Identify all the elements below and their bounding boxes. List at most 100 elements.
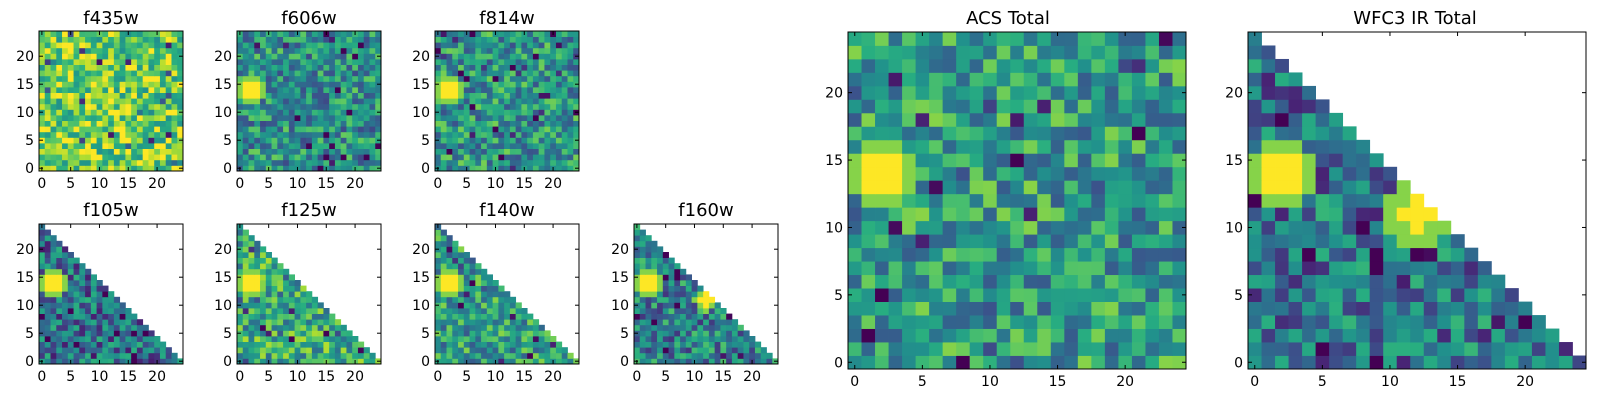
heatmap-cell bbox=[915, 207, 930, 222]
heatmap-cell bbox=[148, 53, 155, 60]
heatmap-cell bbox=[248, 336, 255, 342]
heatmap-cell bbox=[996, 247, 1011, 262]
heatmap-cell bbox=[334, 165, 342, 172]
heatmap-cell bbox=[1064, 180, 1079, 195]
heatmap-cell bbox=[1437, 328, 1452, 343]
heatmap-cell bbox=[446, 280, 453, 286]
heatmap-cell bbox=[357, 131, 365, 138]
heatmap-cell bbox=[1302, 193, 1316, 208]
heatmap-cell bbox=[39, 98, 46, 105]
heatmap-cell bbox=[300, 115, 307, 121]
heatmap-cell bbox=[452, 159, 459, 166]
heatmap-cell bbox=[680, 285, 687, 292]
heatmap-cell bbox=[1091, 58, 1106, 73]
heatmap-cell bbox=[260, 336, 267, 342]
heatmap-cell bbox=[527, 36, 534, 43]
heatmap-cell bbox=[555, 87, 563, 93]
heatmap-cell bbox=[550, 341, 557, 348]
heatmap-cell bbox=[271, 115, 278, 121]
heatmap-cell bbox=[311, 98, 319, 105]
heatmap-cell bbox=[469, 92, 476, 99]
heatmap-cell bbox=[136, 165, 144, 172]
heatmap-cell bbox=[446, 70, 453, 77]
heatmap-cell bbox=[79, 148, 86, 155]
heatmap-cell bbox=[271, 280, 278, 286]
heatmap-cell bbox=[277, 268, 284, 275]
heatmap-cell bbox=[340, 148, 347, 155]
heatmap-cell bbox=[446, 240, 453, 247]
heatmap-cell bbox=[62, 75, 69, 82]
heatmap-cell bbox=[875, 301, 889, 316]
heatmap-cell bbox=[651, 341, 658, 348]
heatmap-cell bbox=[1077, 261, 1092, 276]
heatmap-cell bbox=[154, 159, 161, 166]
heatmap-cell bbox=[915, 342, 930, 356]
heatmap-cell bbox=[983, 274, 998, 289]
heatmap-cell bbox=[154, 143, 161, 149]
heatmap-cell bbox=[657, 296, 664, 303]
heatmap-cell bbox=[1275, 274, 1289, 289]
heatmap-cell bbox=[685, 313, 692, 320]
heatmap-cell bbox=[498, 336, 505, 342]
heatmap-cell bbox=[573, 75, 580, 82]
heatmap-cell bbox=[561, 92, 568, 99]
heatmap-cell bbox=[498, 285, 505, 292]
heatmap-cell bbox=[888, 99, 903, 114]
heatmap-cell bbox=[452, 341, 459, 348]
heatmap-cell bbox=[1050, 32, 1065, 46]
heatmap-cell bbox=[96, 302, 103, 309]
heatmap-cell bbox=[956, 85, 971, 100]
heatmap-cell bbox=[504, 98, 511, 105]
heatmap-cell bbox=[323, 137, 330, 144]
heatmap-cell bbox=[102, 330, 109, 337]
heatmap-cell bbox=[131, 330, 138, 337]
heatmap-cell bbox=[1302, 85, 1316, 100]
heatmap-cell bbox=[469, 274, 476, 281]
heatmap-cell bbox=[85, 324, 92, 331]
heatmap-cell bbox=[544, 131, 551, 138]
heatmap-cell bbox=[277, 92, 284, 99]
heatmap-cell bbox=[90, 159, 97, 166]
heatmap-cell bbox=[62, 154, 69, 161]
heatmap-cell bbox=[956, 342, 971, 356]
heatmap-cell bbox=[369, 42, 376, 49]
heatmap-cell bbox=[697, 319, 704, 326]
heatmap-cell bbox=[555, 341, 563, 348]
heatmap-cell bbox=[929, 72, 944, 87]
heatmap-cell bbox=[50, 235, 57, 242]
y-tick-label: 5 bbox=[223, 133, 232, 149]
heatmap-cell bbox=[674, 330, 681, 337]
heatmap-cell bbox=[440, 252, 447, 258]
y-tick-label: 15 bbox=[611, 270, 629, 286]
heatmap-cell bbox=[119, 98, 126, 105]
heatmap-cell bbox=[475, 87, 482, 93]
heatmap-cell bbox=[237, 70, 244, 77]
heatmap-cell bbox=[1064, 139, 1079, 154]
heatmap-cell bbox=[1369, 261, 1384, 276]
heatmap-cell bbox=[1396, 301, 1411, 316]
heatmap-cell bbox=[1261, 58, 1276, 73]
heatmap-cell bbox=[515, 36, 522, 43]
heatmap-cell bbox=[113, 313, 121, 320]
heatmap-cell bbox=[254, 336, 261, 342]
heatmap-cell bbox=[446, 296, 453, 303]
heatmap-cell bbox=[283, 302, 290, 309]
heatmap-cell bbox=[861, 58, 876, 73]
heatmap-cell bbox=[79, 319, 86, 326]
heatmap-cell bbox=[242, 257, 249, 264]
heatmap-cell bbox=[639, 257, 646, 264]
heatmap-cell bbox=[956, 193, 971, 208]
x-tick-label: 10 bbox=[289, 176, 307, 192]
heatmap-cell bbox=[550, 347, 557, 354]
heatmap-cell bbox=[446, 87, 453, 93]
heatmap-cell bbox=[260, 252, 267, 258]
heatmap-cell bbox=[498, 70, 505, 77]
heatmap-cell bbox=[515, 143, 522, 149]
heatmap-cell bbox=[720, 347, 727, 354]
heatmap-cell bbox=[329, 53, 336, 60]
heatmap-cell bbox=[1383, 261, 1398, 276]
heatmap-cell bbox=[662, 319, 669, 326]
heatmap-cell bbox=[248, 31, 255, 37]
heatmap-cell bbox=[550, 75, 557, 82]
heatmap-cell bbox=[265, 70, 272, 77]
